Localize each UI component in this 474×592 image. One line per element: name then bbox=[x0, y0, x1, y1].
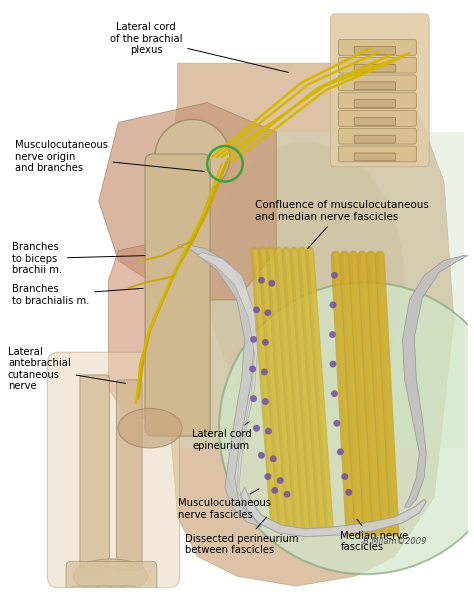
Polygon shape bbox=[163, 63, 454, 586]
FancyBboxPatch shape bbox=[338, 57, 416, 73]
Ellipse shape bbox=[73, 559, 147, 592]
Polygon shape bbox=[99, 102, 276, 300]
Text: Branches
to brachialis m.: Branches to brachialis m. bbox=[12, 284, 143, 306]
Circle shape bbox=[271, 487, 278, 494]
FancyBboxPatch shape bbox=[354, 82, 396, 90]
Text: Branches
to biceps
brachii m.: Branches to biceps brachii m. bbox=[12, 242, 145, 275]
Circle shape bbox=[345, 489, 352, 496]
Ellipse shape bbox=[118, 408, 182, 448]
Circle shape bbox=[253, 424, 260, 432]
Text: Musculocutaneous
nerve fascicles: Musculocutaneous nerve fascicles bbox=[178, 489, 271, 520]
FancyBboxPatch shape bbox=[338, 128, 416, 144]
FancyBboxPatch shape bbox=[354, 46, 396, 54]
Circle shape bbox=[155, 120, 230, 194]
Circle shape bbox=[253, 306, 260, 313]
FancyBboxPatch shape bbox=[80, 375, 109, 575]
FancyBboxPatch shape bbox=[110, 586, 125, 592]
FancyBboxPatch shape bbox=[145, 154, 210, 436]
FancyBboxPatch shape bbox=[354, 99, 396, 108]
Circle shape bbox=[261, 368, 268, 375]
FancyBboxPatch shape bbox=[117, 380, 142, 570]
Circle shape bbox=[331, 390, 338, 397]
Circle shape bbox=[264, 473, 271, 480]
Circle shape bbox=[277, 477, 283, 484]
Polygon shape bbox=[197, 253, 257, 507]
FancyBboxPatch shape bbox=[338, 146, 416, 162]
Text: Confluence of musculocutaneous
and median nerve fascicles: Confluence of musculocutaneous and media… bbox=[255, 200, 428, 249]
Circle shape bbox=[219, 282, 474, 574]
Polygon shape bbox=[173, 132, 464, 448]
Text: Lateral
antebrachial
cutaneous
nerve: Lateral antebrachial cutaneous nerve bbox=[8, 346, 126, 391]
Circle shape bbox=[250, 336, 257, 343]
Circle shape bbox=[329, 361, 337, 368]
Text: Dissected perineurium
between fascicles: Dissected perineurium between fascicles bbox=[185, 517, 299, 555]
FancyBboxPatch shape bbox=[98, 586, 112, 592]
Polygon shape bbox=[178, 244, 262, 527]
Polygon shape bbox=[402, 256, 468, 507]
Text: Musculocutaneous
nerve origin
and branches: Musculocutaneous nerve origin and branch… bbox=[15, 140, 204, 173]
Circle shape bbox=[331, 272, 338, 279]
Circle shape bbox=[250, 395, 257, 402]
Circle shape bbox=[337, 448, 344, 455]
Circle shape bbox=[283, 491, 291, 498]
FancyBboxPatch shape bbox=[121, 586, 136, 592]
Circle shape bbox=[258, 452, 265, 459]
FancyBboxPatch shape bbox=[66, 561, 157, 592]
Circle shape bbox=[329, 301, 337, 308]
Circle shape bbox=[329, 331, 336, 338]
Circle shape bbox=[262, 339, 269, 346]
FancyBboxPatch shape bbox=[85, 586, 100, 592]
Circle shape bbox=[258, 277, 265, 284]
Circle shape bbox=[341, 473, 348, 480]
Polygon shape bbox=[241, 487, 426, 537]
Text: Lateral cord
of the brachial
plexus: Lateral cord of the brachial plexus bbox=[110, 22, 288, 72]
FancyBboxPatch shape bbox=[354, 135, 396, 143]
Circle shape bbox=[264, 309, 271, 316]
Polygon shape bbox=[109, 241, 182, 419]
FancyBboxPatch shape bbox=[354, 64, 396, 72]
FancyBboxPatch shape bbox=[338, 75, 416, 91]
FancyBboxPatch shape bbox=[47, 352, 180, 588]
Text: B Milam©2009: B Milam©2009 bbox=[363, 537, 427, 546]
Circle shape bbox=[265, 427, 272, 435]
Ellipse shape bbox=[207, 142, 404, 419]
Circle shape bbox=[262, 398, 269, 405]
Circle shape bbox=[268, 280, 275, 287]
Circle shape bbox=[249, 365, 256, 372]
FancyBboxPatch shape bbox=[338, 40, 416, 55]
Circle shape bbox=[270, 455, 277, 462]
FancyBboxPatch shape bbox=[72, 586, 87, 592]
FancyBboxPatch shape bbox=[338, 111, 416, 126]
Text: Median nerve
fascicles: Median nerve fascicles bbox=[340, 519, 409, 552]
FancyBboxPatch shape bbox=[330, 14, 429, 167]
FancyBboxPatch shape bbox=[354, 153, 396, 161]
Circle shape bbox=[333, 420, 340, 427]
Text: Lateral cord
epineurium: Lateral cord epineurium bbox=[192, 422, 252, 451]
FancyBboxPatch shape bbox=[338, 93, 416, 108]
FancyBboxPatch shape bbox=[354, 117, 396, 126]
